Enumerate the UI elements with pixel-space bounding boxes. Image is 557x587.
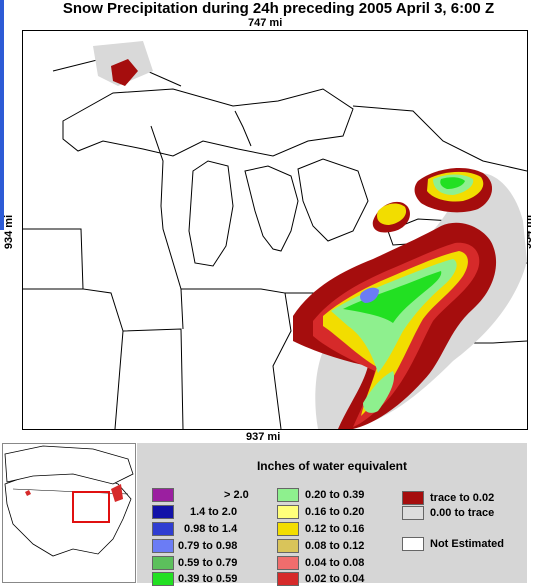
locator-highlight-box [72,491,110,523]
main-map [22,30,528,430]
legend-swatch [152,556,174,570]
legend-label: Not Estimated [430,538,504,550]
legend-label: 0.79 to 0.98 [178,540,238,552]
legend-swatch [152,488,174,502]
legend-label: 0.08 to 0.12 [305,540,365,552]
legend-swatch [402,537,424,551]
legend-label: 0.59 to 0.79 [178,557,238,569]
bottom-distance-label: 937 mi [246,431,281,443]
legend-swatch [277,505,299,519]
legend-swatch [277,488,299,502]
legend-label: trace to 0.02 [430,492,495,504]
legend-label: 1.4 to 2.0 [190,506,238,518]
legend-swatch [277,539,299,553]
legend-panel: Inches of water equivalent > 2.0 1.4 to … [137,443,527,586]
top-distance-label: 747 mi [248,17,283,29]
legend-label: 0.20 to 0.39 [305,489,365,501]
left-distance-label: 934 mi [3,214,15,250]
legend-label: 0.00 to trace [430,507,495,519]
legend-swatch [277,522,299,536]
legend-swatch [277,556,299,570]
legend-swatch [277,572,299,586]
legend-swatch [152,522,174,536]
legend-label: 0.02 to 0.04 [305,573,365,585]
precip-green [343,177,465,323]
legend-swatch [152,505,174,519]
legend-swatch [152,539,174,553]
legend-label: 0.39 to 0.59 [178,573,238,585]
window-edge [0,0,4,230]
map-canvas [23,41,528,430]
legend-label: > 2.0 [224,489,249,501]
legend-swatch [152,572,174,586]
legend-label: 0.16 to 0.20 [305,506,365,518]
legend-title: Inches of water equivalent [256,459,408,473]
legend-label: 0.04 to 0.08 [305,557,365,569]
legend-swatch [402,506,424,520]
precip-blue [360,287,379,303]
legend-swatch [402,491,424,505]
legend-label: 0.98 to 1.4 [184,523,238,535]
figure-title: Snow Precipitation during 24h preceding … [62,0,495,17]
legend-label: 0.12 to 0.16 [305,523,365,535]
locator-map [2,443,136,583]
locator-canvas [4,445,134,557]
